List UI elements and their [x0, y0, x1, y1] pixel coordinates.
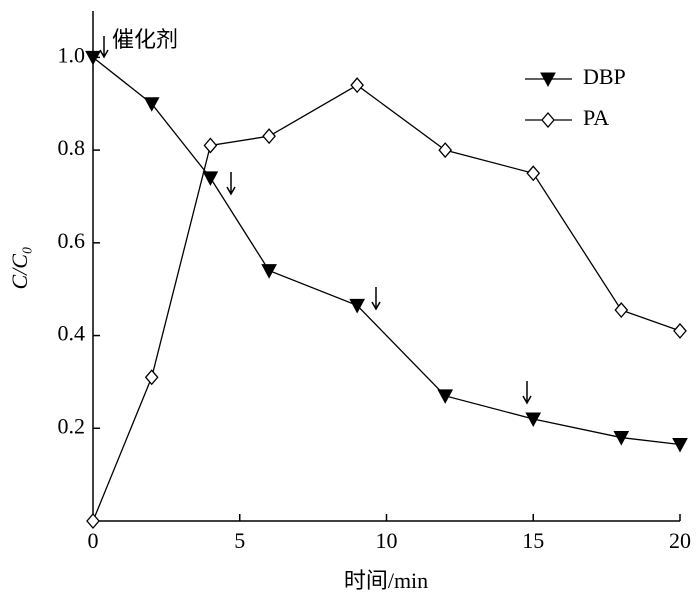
- y-tick-label: 0.6: [58, 228, 86, 253]
- marker: [540, 72, 556, 88]
- legend-label: DBP: [583, 64, 626, 89]
- y-tick-label: 0.2: [58, 413, 86, 438]
- arrow: [522, 381, 532, 405]
- series-line: [92, 84, 681, 522]
- marker: [202, 171, 219, 186]
- y-axis-label: C/C₀: [7, 246, 32, 289]
- arrows: [99, 36, 532, 405]
- arrow: [226, 172, 236, 196]
- marker: [144, 369, 159, 386]
- marker: [672, 438, 688, 453]
- marker: [525, 412, 542, 428]
- x-tick-label: 0: [88, 528, 99, 553]
- marker: [614, 302, 629, 319]
- marker: [143, 97, 160, 112]
- marker: [85, 50, 101, 66]
- marker: [86, 513, 100, 529]
- annotation: 催化剂: [112, 27, 178, 52]
- marker: [261, 264, 277, 279]
- marker: [262, 128, 276, 145]
- marker: [438, 142, 453, 159]
- y-tick-label: 1.0: [58, 42, 86, 67]
- marker: [437, 389, 454, 404]
- marker: [541, 112, 555, 128]
- x-tick-label: 10: [376, 528, 398, 553]
- arrow: [371, 287, 381, 311]
- x-tick-label: 20: [669, 528, 691, 553]
- marker: [349, 298, 365, 314]
- marker: [526, 165, 541, 182]
- marker: [613, 431, 630, 446]
- marker: [203, 137, 218, 154]
- legend-label: PA: [583, 105, 609, 130]
- marker: [673, 322, 687, 339]
- marker: [350, 77, 365, 94]
- x-tick-label: 5: [234, 528, 245, 553]
- y-tick-label: 0.4: [58, 321, 86, 346]
- x-axis-label: 时间/min: [344, 568, 428, 593]
- x-tick-label: 15: [522, 528, 544, 553]
- arrow: [99, 36, 109, 59]
- y-tick-label: 0.8: [58, 135, 86, 160]
